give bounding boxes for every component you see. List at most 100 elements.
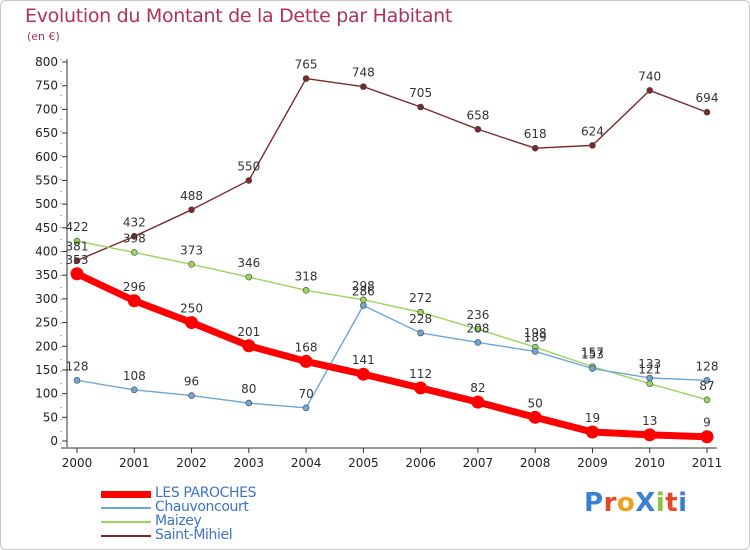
data-point-maizey <box>188 260 195 268</box>
data-label-chauvoncourt: 228 <box>409 312 432 326</box>
legend-label: LES PAROCHES <box>155 485 257 501</box>
data-label-maizey: 157 <box>581 346 604 360</box>
y-tick-label: 600 <box>35 150 58 164</box>
data-label-saint-mihiel: 658 <box>466 108 489 122</box>
data-point-chauvoncourt <box>703 377 711 384</box>
data-point-saint-mihiel <box>302 75 310 82</box>
data-point-les-paroches <box>356 367 370 381</box>
y-tick-label: 150 <box>35 363 58 377</box>
data-point-saint-mihiel <box>245 177 253 184</box>
data-label-saint-mihiel: 550 <box>237 159 260 173</box>
data-label-les-paroches: 168 <box>295 340 318 354</box>
data-label-maizey: 422 <box>66 220 89 234</box>
y-tick-label: 0 <box>50 434 58 448</box>
x-tick-label: 2006 <box>405 456 436 470</box>
data-point-chauvoncourt <box>474 339 482 346</box>
data-label-maizey: 318 <box>295 269 318 283</box>
logo-letter: t <box>665 488 679 518</box>
data-point-saint-mihiel <box>703 108 711 116</box>
data-point-maizey <box>302 287 310 294</box>
data-point-chauvoncourt <box>531 348 539 355</box>
data-label-saint-mihiel: 488 <box>180 189 203 203</box>
data-point-les-paroches <box>299 354 313 368</box>
data-point-saint-mihiel <box>417 103 424 111</box>
data-label-saint-mihiel: 748 <box>352 66 375 80</box>
data-point-les-paroches <box>471 395 485 409</box>
legend-swatch <box>101 507 151 509</box>
y-tick-label: 500 <box>35 197 58 211</box>
x-tick-label: 2004 <box>291 456 322 470</box>
data-label-les-paroches: 9 <box>703 416 711 430</box>
data-point-les-paroches <box>185 316 199 330</box>
data-point-les-paroches <box>643 428 657 442</box>
x-tick-label: 2005 <box>348 456 379 470</box>
data-point-saint-mihiel <box>646 87 654 94</box>
x-tick-label: 2011 <box>692 456 723 470</box>
legend-swatch <box>101 490 151 498</box>
data-label-les-paroches: 201 <box>237 325 260 339</box>
x-tick-label: 2000 <box>62 456 93 470</box>
logo-letter: r <box>603 488 617 518</box>
data-point-saint-mihiel <box>188 206 195 214</box>
data-point-maizey <box>245 273 253 281</box>
data-point-chauvoncourt <box>245 399 253 407</box>
data-point-saint-mihiel <box>589 142 596 149</box>
legend-label: Chauvoncourt <box>155 499 249 515</box>
legend-label: Saint-Mihiel <box>155 527 233 543</box>
x-tick-label: 2008 <box>520 456 551 470</box>
series-lines <box>70 75 714 444</box>
data-label-saint-mihiel: 740 <box>638 69 661 83</box>
data-point-chauvoncourt <box>646 374 654 382</box>
data-label-les-paroches: 13 <box>642 414 657 428</box>
y-tick-label: 100 <box>35 387 58 401</box>
data-label-saint-mihiel: 624 <box>581 124 604 138</box>
data-point-saint-mihiel <box>531 144 539 152</box>
logo-letter: o <box>616 488 636 518</box>
data-label-les-paroches: 82 <box>470 381 485 395</box>
data-point-maizey <box>130 249 138 256</box>
data-point-chauvoncourt <box>589 365 596 372</box>
chart-subtitle: (en €) <box>27 30 60 43</box>
data-label-chauvoncourt: 96 <box>184 375 199 389</box>
data-point-chauvoncourt <box>73 377 81 384</box>
logo-letter: i <box>678 488 688 518</box>
data-label-chauvoncourt: 128 <box>696 359 719 373</box>
y-tick-label: 550 <box>35 173 58 187</box>
data-point-les-paroches <box>127 294 141 308</box>
data-point-saint-mihiel <box>73 257 81 264</box>
data-label-maizey: 346 <box>237 256 260 270</box>
data-label-chauvoncourt: 208 <box>466 321 489 335</box>
data-label-maizey: 198 <box>524 326 547 340</box>
x-tick-label: 2001 <box>119 456 150 470</box>
data-label-chauvoncourt: 128 <box>66 359 89 373</box>
y-tick-label: 800 <box>35 55 58 69</box>
data-point-maizey <box>703 396 711 404</box>
data-point-chauvoncourt <box>302 404 310 412</box>
y-tick-label: 700 <box>35 102 58 116</box>
logo-letter: X <box>635 488 656 518</box>
y-tick-label: 200 <box>35 339 58 353</box>
legend-label: Maizey <box>155 513 202 529</box>
data-point-chauvoncourt <box>360 302 367 309</box>
y-tick-label: 450 <box>35 221 58 235</box>
data-label-chauvoncourt: 133 <box>638 357 661 371</box>
data-label-chauvoncourt: 80 <box>241 382 256 396</box>
data-point-les-paroches <box>242 339 256 353</box>
logo-letter: i <box>655 488 666 518</box>
y-tick-label: 750 <box>35 79 58 93</box>
legend-swatch <box>101 535 151 537</box>
value-labels: 381 432 488 550 765 748 705 658 618 624 740 694 422 3… <box>66 58 719 430</box>
data-point-maizey <box>73 237 81 245</box>
data-point-les-paroches <box>70 267 84 281</box>
data-point-les-paroches <box>585 425 599 439</box>
data-label-chauvoncourt: 189 <box>524 330 547 344</box>
data-label-maizey: 121 <box>638 363 661 377</box>
data-label-chauvoncourt: 70 <box>298 387 313 401</box>
data-label-les-paroches: 296 <box>123 280 146 294</box>
data-label-saint-mihiel: 765 <box>295 58 318 72</box>
x-tick-label: 2010 <box>634 456 665 470</box>
series-line-les-paroches <box>75 270 708 441</box>
data-point-saint-mihiel <box>360 83 367 90</box>
